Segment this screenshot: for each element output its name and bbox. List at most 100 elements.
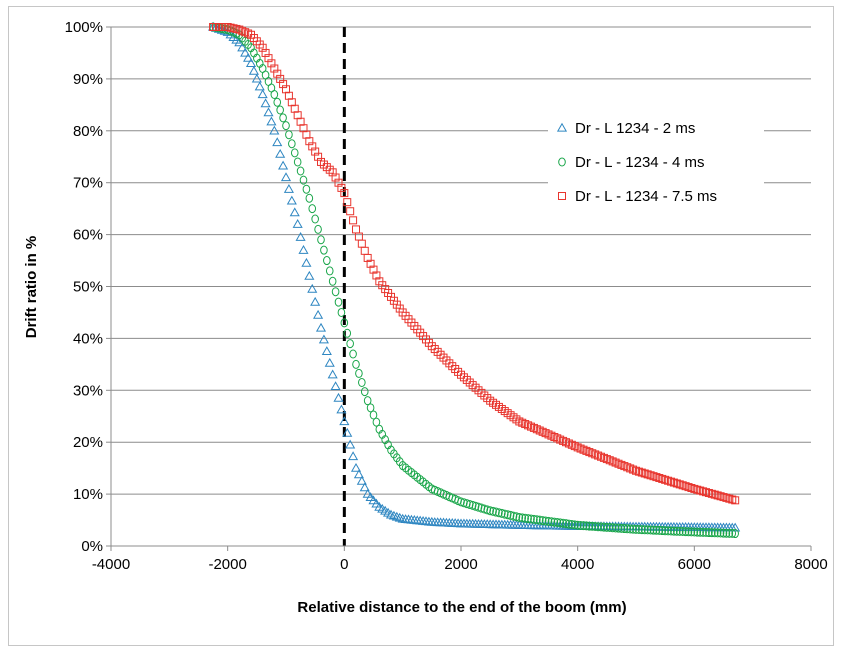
data-point: [559, 436, 568, 445]
data-point: [649, 525, 658, 535]
data-point: [492, 400, 500, 409]
data-point: [334, 178, 343, 187]
data-point: [620, 462, 629, 471]
data-point: [643, 470, 652, 479]
data-point: [675, 480, 684, 489]
data-point: [588, 521, 597, 531]
data-point: [279, 80, 288, 89]
data-point: [372, 271, 381, 280]
data-point: [354, 232, 363, 241]
data-point: [521, 420, 530, 429]
data-point: [541, 429, 550, 438]
data-point: [261, 48, 270, 57]
data-point: [463, 499, 471, 509]
data-point: [237, 42, 248, 52]
data-point: [317, 235, 325, 245]
data-point: [712, 522, 723, 532]
data-point: [713, 528, 722, 538]
data-point: [532, 425, 541, 434]
data-point: [617, 460, 626, 469]
data-point: [489, 506, 497, 516]
data-point: [317, 157, 325, 166]
data-point: [661, 475, 670, 484]
data-point: [394, 512, 405, 522]
data-point: [427, 342, 436, 351]
data-point: [678, 526, 687, 536]
data-point: [348, 451, 359, 461]
data-point: [302, 184, 311, 194]
data-point: [483, 394, 492, 403]
x-tick-label: 8000: [794, 556, 827, 573]
data-point: [643, 525, 652, 535]
data-point: [296, 117, 305, 126]
data-point: [696, 486, 705, 495]
data-point: [585, 521, 594, 531]
data-point: [667, 477, 675, 486]
data-point: [315, 322, 327, 332]
data-point: [349, 349, 357, 359]
legend-label: Dr - L - 1234 - 4 ms: [575, 154, 704, 171]
data-point: [311, 214, 319, 224]
legend-marker-square: [558, 192, 566, 200]
data-point: [480, 504, 489, 514]
data-point: [638, 525, 646, 535]
data-point: [632, 466, 640, 475]
data-point: [290, 104, 299, 113]
data-point: [245, 58, 257, 67]
data-point: [562, 519, 570, 529]
data-point: [527, 514, 535, 524]
data-point: [286, 195, 297, 205]
data-point: [661, 526, 669, 536]
data-point: [288, 139, 296, 149]
data-point: [518, 513, 527, 523]
data-point: [585, 448, 594, 457]
data-point: [541, 516, 550, 526]
y-tick-label: 20%: [73, 434, 103, 451]
data-point: [232, 24, 241, 33]
data-point: [226, 23, 235, 32]
data-point: [267, 59, 276, 68]
data-point: [352, 359, 360, 369]
data-point: [353, 469, 364, 479]
data-point: [640, 469, 649, 478]
data-point: [283, 183, 294, 193]
data-point: [334, 297, 343, 307]
data-point: [707, 489, 716, 498]
data-point: [290, 148, 299, 158]
data-point: [254, 81, 265, 91]
data-point: [287, 98, 296, 107]
data-point: [445, 359, 454, 368]
y-tick-label: 50%: [73, 279, 103, 296]
data-point: [728, 495, 737, 504]
data-point: [652, 473, 661, 482]
data-point: [323, 256, 331, 266]
data-point: [646, 471, 655, 480]
data-point: [273, 97, 282, 107]
data-point: [243, 52, 254, 62]
data-point: [719, 493, 728, 502]
data-point: [702, 488, 710, 497]
data-point: [331, 287, 340, 297]
data-point: [356, 475, 367, 485]
data-point: [623, 524, 632, 534]
data-point: [314, 152, 323, 161]
data-point: [282, 121, 290, 131]
data-point: [391, 511, 402, 521]
data-point: [272, 137, 283, 147]
data-point: [620, 524, 629, 534]
y-axis-title: Drift ratio in %: [23, 236, 40, 339]
data-point: [325, 266, 334, 276]
data-point: [229, 24, 238, 33]
data-point: [579, 445, 588, 454]
x-tick-label: 2000: [444, 556, 477, 573]
data-point: [305, 137, 314, 146]
data-point: [506, 411, 515, 420]
data-point: [705, 528, 713, 538]
data-point: [681, 482, 690, 491]
data-point: [672, 479, 681, 488]
data-point: [264, 54, 273, 63]
data-point: [617, 523, 626, 533]
data-point: [319, 160, 328, 169]
data-point: [498, 508, 506, 518]
data-point: [684, 527, 693, 537]
